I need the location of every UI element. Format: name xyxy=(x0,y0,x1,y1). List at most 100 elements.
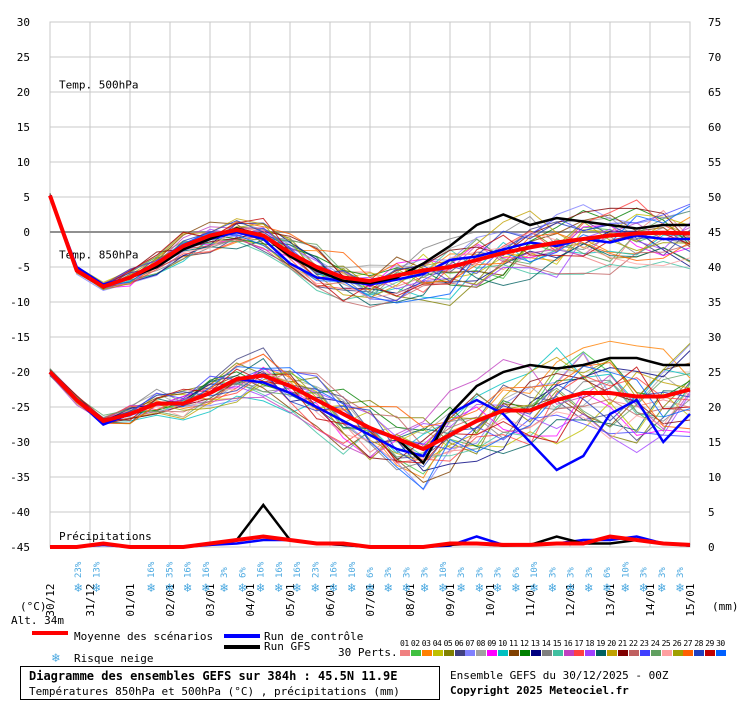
perturbation-id: 26 xyxy=(672,639,682,648)
member-line-t500 xyxy=(49,371,691,468)
snowflake-icon: ❄ xyxy=(402,581,411,596)
snowflake-icon: ❄ xyxy=(529,581,538,596)
perturbation-id: 10 xyxy=(498,639,507,648)
perturbation-id: 20 xyxy=(607,639,616,648)
snowflake-icon: ❄ xyxy=(237,581,246,596)
perturbation-id: 28 xyxy=(694,639,703,648)
snowflake-icon: ❄ xyxy=(219,581,228,596)
altitude-label: Alt. 34m xyxy=(11,614,64,627)
snow-risk-label: 16% xyxy=(275,561,285,578)
x-tick-label: 06/01 xyxy=(324,583,337,616)
footer-subtitle: Températures 850hPa et 500hPa (°C) , pré… xyxy=(29,685,400,698)
snow-risk-label: 23% xyxy=(74,561,84,578)
snowflake-icon: ❄ xyxy=(438,581,447,596)
snow-risk-label: 6% xyxy=(238,567,248,578)
y-tick-left: 20 xyxy=(17,86,30,99)
y-tick-left: -15 xyxy=(10,331,30,344)
legend-gfs-label: Run GFS xyxy=(264,640,311,653)
snow-risk-label: 10% xyxy=(530,561,540,578)
perturbation-swatch xyxy=(454,650,465,656)
snow-risk-label: 3% xyxy=(457,567,467,578)
perturbation-swatch xyxy=(563,650,574,656)
y-tick-right: 70 xyxy=(708,51,721,64)
perturbation-swatch xyxy=(639,650,650,656)
x-tick-label: 02/01 xyxy=(164,583,177,616)
perturbation-swatch xyxy=(596,650,607,656)
y-tick-left: -25 xyxy=(10,401,30,414)
snow-risk-label: 3% xyxy=(585,567,595,578)
member-line-t500 xyxy=(49,372,691,461)
perturbation-swatch xyxy=(716,650,727,656)
x-tick-label: 04/01 xyxy=(244,583,257,616)
member-line-t500 xyxy=(49,371,691,471)
perturbation-id: 11 xyxy=(509,639,518,648)
snowflake-icon: ❄ xyxy=(474,581,483,596)
right-axis-label: (mm) xyxy=(712,600,739,613)
y-tick-right: 45 xyxy=(708,226,721,239)
perturbation-id: 08 xyxy=(476,639,485,648)
x-tick-label: 13/01 xyxy=(604,583,617,616)
perturbations-label: 30 Perts. xyxy=(338,646,398,659)
snow-risk-label: 16% xyxy=(147,561,157,578)
panel-label: Temp. 850hPa xyxy=(59,249,138,262)
snow-risk-label: 3% xyxy=(676,567,686,578)
y-tick-right: 25 xyxy=(708,366,721,379)
perturbation-id: 19 xyxy=(596,639,605,648)
series-line-precip xyxy=(50,534,691,549)
x-tick-label: 09/01 xyxy=(444,583,457,616)
snow-risk-label: 35% xyxy=(165,561,175,578)
snow-risk-label: 13% xyxy=(92,561,102,578)
snowflake-icon: ❄ xyxy=(383,581,392,596)
y-tick-left: 25 xyxy=(17,51,30,64)
perturbation-swatch xyxy=(683,650,694,656)
x-tick-label: 01/01 xyxy=(124,583,137,616)
perturbation-swatch xyxy=(476,650,487,656)
perturbation-swatch xyxy=(432,650,443,656)
perturbation-swatch xyxy=(443,650,454,656)
snowflake-icon: ❄ xyxy=(92,581,101,596)
snow-risk-label: 3% xyxy=(384,567,394,578)
x-tick-label: 11/01 xyxy=(524,583,537,616)
perturbation-id: 24 xyxy=(650,639,660,648)
x-tick-label: 10/01 xyxy=(484,583,497,616)
snowflake-icon: ❄ xyxy=(547,581,556,596)
perturbation-id: 21 xyxy=(618,639,627,648)
perturbation-id: 14 xyxy=(541,639,551,648)
perturbation-swatch xyxy=(694,650,705,656)
y-tick-right: 0 xyxy=(708,541,715,554)
snow-risk-label: 3% xyxy=(475,567,485,578)
snow-risk-label: 10% xyxy=(621,561,631,578)
snow-risk-label: 16% xyxy=(330,561,340,578)
footer-title: Diagramme des ensembles GEFS sur 384h : … xyxy=(29,669,398,683)
footer-box: Diagramme des ensembles GEFS sur 384h : … xyxy=(20,666,440,700)
snow-risk-label: 10% xyxy=(348,561,358,578)
x-tick-label: 31/12 xyxy=(84,583,97,616)
y-tick-right: 10 xyxy=(708,471,721,484)
member-line-t500 xyxy=(49,362,691,455)
perturbation-id: 23 xyxy=(639,639,649,648)
perturbation-swatch xyxy=(487,650,498,656)
legend-mean-swatch xyxy=(32,631,68,635)
snow-risk-label: 6% xyxy=(603,567,613,578)
snow-risk-label: 3% xyxy=(548,567,558,578)
snowflake-icon: ❄ xyxy=(256,581,265,596)
perturbation-id: 07 xyxy=(465,639,475,648)
snow-risk-label: 3% xyxy=(421,567,431,578)
perturbation-id: 29 xyxy=(705,639,714,648)
snowflake-icon: ❄ xyxy=(292,581,301,596)
y-tick-right: 50 xyxy=(708,191,721,204)
y-tick-right: 55 xyxy=(708,156,721,169)
perturbation-swatch xyxy=(530,650,541,656)
perturbation-id: 18 xyxy=(585,639,594,648)
snowflake-icon: ❄ xyxy=(347,581,356,596)
snowflake-icon: ❄ xyxy=(164,581,173,596)
y-tick-right: 75 xyxy=(708,16,721,29)
snowflake-icon: ❄ xyxy=(511,581,520,596)
snowflake-icon: ❄ xyxy=(73,581,82,596)
legend-control-label: Run de contrôle xyxy=(264,630,364,643)
x-tick-label: 07/01 xyxy=(364,583,377,616)
y-tick-right: 30 xyxy=(708,331,721,344)
perturbation-id: 03 xyxy=(421,639,431,648)
y-tick-left: 5 xyxy=(23,191,30,204)
